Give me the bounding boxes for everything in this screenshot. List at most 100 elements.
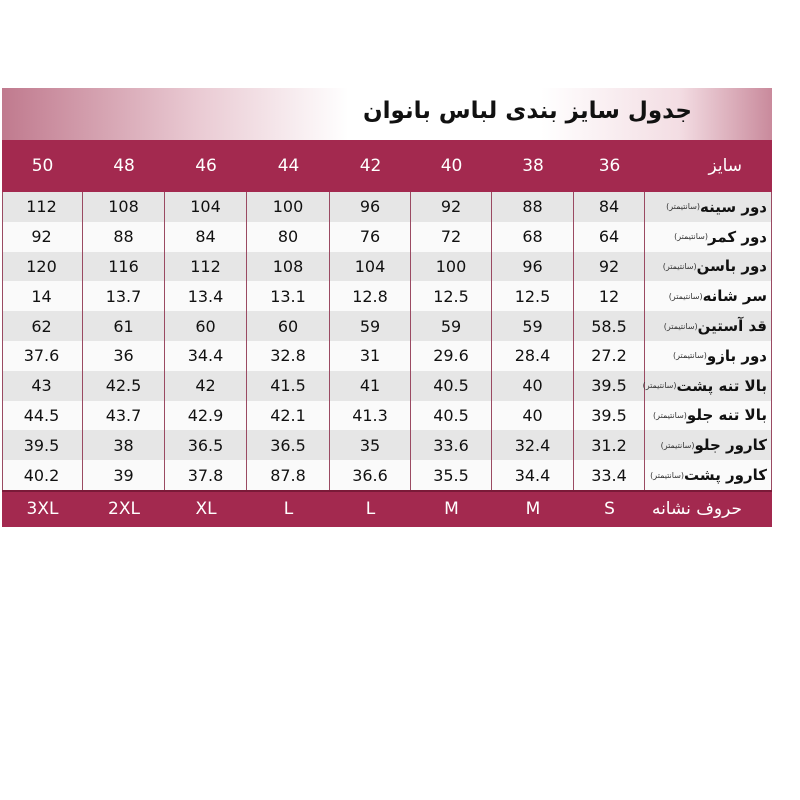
table-cell: 33.4 [573, 460, 644, 490]
table-cell: 87.8 [246, 460, 329, 490]
size-header-cell: 46 [195, 156, 217, 176]
table-cell: 41 [329, 370, 410, 401]
unit-label: (سانتیمتر) [668, 291, 703, 301]
row-label: دور سینه (سانتیمتر) [644, 192, 771, 222]
table-cell: 27.2 [573, 340, 644, 371]
table-row: دور بازو (سانتیمتر) 27.2 28.4 29.6 31 32.8 34.4… [3, 340, 771, 371]
table-cell: 36.5 [246, 430, 329, 461]
table-row: کارور پشت (سانتیمتر) 33.4 34.4 35.5 36.6 87.8 3… [3, 460, 771, 490]
table-cell: 60 [164, 311, 246, 341]
size-header-cell: 40 [440, 156, 463, 176]
table-cell: 104 [164, 192, 246, 222]
table-cell: 88 [82, 221, 164, 252]
table-row: دور سینه (سانتیمتر) 84 88 92 96 100 104 108 112 [3, 192, 771, 222]
table-cell: 100 [410, 251, 491, 282]
table-cell: 32.8 [246, 340, 329, 371]
table-cell: 60 [246, 311, 329, 341]
table-cell: 61 [82, 311, 164, 341]
table-cell: 35.5 [410, 460, 491, 490]
row-label: سر شانه (سانتیمتر) [644, 281, 771, 312]
table-cell: 43 [31, 376, 52, 396]
table-cell: 40.2 [23, 465, 60, 485]
letter-footer-label: حروف نشانه [651, 499, 742, 520]
table-cell: 58.5 [573, 311, 644, 341]
table-cell: 100 [246, 192, 329, 222]
measurement-name: کارور پشت [684, 466, 767, 485]
letter-footer-cell: 2XL [108, 499, 140, 520]
chart-title: جدول سایز بندی لباس بانوان [363, 98, 692, 124]
size-header-cell: 44 [277, 156, 300, 176]
table-cell: 39.5 [573, 400, 644, 431]
table-cell: 35 [329, 430, 410, 461]
unit-label: (سانتیمتر) [674, 232, 708, 242]
letter-footer-cell: M [525, 499, 541, 520]
unit-label: (سانتیمتر) [660, 440, 695, 450]
table-cell: 41.5 [246, 370, 329, 401]
table-cell: 29.6 [410, 340, 491, 371]
table-cell: 14 [31, 286, 52, 306]
table-cell: 39.5 [573, 370, 644, 401]
table-cell: 43.7 [82, 400, 164, 431]
table-cell: 96 [491, 251, 573, 282]
table-cell: 42.5 [82, 370, 164, 401]
letter-footer-cell: S [604, 499, 615, 520]
measurements-body: دور سینه (سانتیمتر) 84 88 92 96 100 104 108 112 دو… [2, 192, 772, 490]
letter-footer-row: حروف نشانه S M M L L XL 2XL 3XL [2, 489, 772, 527]
table-cell: 108 [82, 192, 164, 222]
letter-footer-cell: XL [195, 499, 217, 520]
table-row: کارور جلو (سانتیمتر) 31.2 32.4 33.6 35 36.5 36.… [3, 430, 771, 461]
table-cell: 36 [82, 340, 164, 371]
size-header-cell: 50 [31, 156, 54, 176]
unit-label: (سانتیمتر) [662, 261, 697, 271]
unit-label: (سانتیمتر) [666, 202, 701, 212]
table-cell: 40.5 [410, 370, 491, 401]
table-cell: 59 [410, 311, 491, 341]
table-cell: 104 [329, 251, 410, 282]
table-cell: 40 [491, 400, 573, 431]
table-cell: 120 [26, 256, 57, 276]
table-cell: 34.4 [491, 460, 573, 490]
table-cell: 42 [164, 370, 246, 401]
letter-footer-cell: M [444, 499, 459, 520]
table-cell: 72 [410, 221, 491, 252]
size-chart: جدول سایز بندی لباس بانوان سایز 36 38 40 42… [2, 88, 772, 527]
table-cell: 13.7 [82, 281, 164, 312]
table-cell: 31.2 [573, 430, 644, 461]
table-cell: 33.6 [410, 430, 491, 461]
letter-footer-cell: L [283, 499, 294, 520]
table-cell: 42.1 [246, 400, 329, 431]
table-cell: 28.4 [491, 340, 573, 371]
table-cell: 92 [573, 251, 644, 282]
table-row: بالا تنه پشت (سانتیمتر) 39.5 40 40.5 41 41.5 42… [3, 370, 771, 401]
measurement-name: دور سینه [700, 197, 767, 216]
table-cell: 68 [491, 221, 573, 252]
table-cell: 41.3 [329, 400, 410, 431]
size-header-cell: 48 [113, 156, 135, 176]
table-cell: 42.9 [164, 400, 246, 431]
table-cell: 40 [491, 370, 573, 401]
row-label: دور کمر (سانتیمتر) [644, 221, 771, 252]
unit-label: (سانتیمتر) [663, 321, 698, 331]
table-cell: 88 [491, 192, 573, 222]
table-cell: 12.5 [410, 281, 491, 312]
letter-footer-cell: L [365, 499, 376, 520]
table-row: دور کمر (سانتیمتر) 64 68 72 76 80 84 88 92 [3, 221, 771, 252]
table-cell: 59 [329, 311, 410, 341]
table-cell: 92 [410, 192, 491, 222]
table-cell: 34.4 [164, 340, 246, 371]
table-cell: 37.8 [164, 460, 246, 490]
row-label: کارور پشت (سانتیمتر) [644, 460, 771, 490]
table-cell: 116 [82, 251, 164, 282]
measurement-name: قد آستین [697, 317, 767, 336]
letter-footer-cell: 3XL [26, 499, 59, 520]
table-row: قد آستین (سانتیمتر) 58.5 59 59 59 60 60 61 62 [3, 311, 771, 341]
row-label: بالا تنه پشت (سانتیمتر) [643, 370, 771, 401]
table-cell: 12.8 [329, 281, 410, 312]
measurement-name: دور باسن [696, 257, 767, 276]
unit-label: (سانتیمتر) [673, 351, 707, 361]
table-row: سر شانه (سانتیمتر) 12 12.5 12.5 12.8 13.1 13.4 1… [3, 281, 771, 312]
measurement-name: دور کمر [708, 227, 767, 246]
row-label: بالا تنه جلو (سانتیمتر) [644, 400, 771, 431]
table-cell: 36.6 [329, 460, 410, 490]
table-cell: 36.5 [164, 430, 246, 461]
